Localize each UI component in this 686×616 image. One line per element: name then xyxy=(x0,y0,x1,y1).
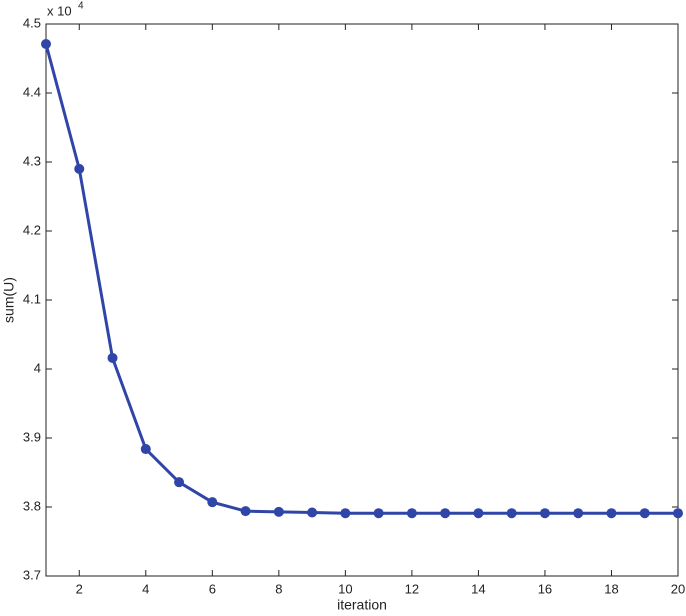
x-tick-label: 2 xyxy=(76,581,83,596)
x-axis-label: iteration xyxy=(337,597,387,613)
multiplier-exponent: 4 xyxy=(78,1,84,12)
x-tick-label: 6 xyxy=(209,581,216,596)
point xyxy=(473,508,484,519)
multiplier: x 10 xyxy=(47,3,72,18)
point xyxy=(406,508,417,519)
y-tick-label: 4.4 xyxy=(23,84,41,99)
plot-frame xyxy=(45,23,679,577)
point xyxy=(606,508,617,519)
point xyxy=(240,506,251,517)
x-tick-label: 18 xyxy=(604,581,618,596)
y-tick-label: 4.1 xyxy=(23,291,41,306)
point xyxy=(673,508,683,519)
y-tick-label: 3.9 xyxy=(23,429,41,444)
point xyxy=(573,508,584,519)
point xyxy=(107,352,118,363)
y-tick-label: 4 xyxy=(34,360,41,375)
y-axis-label: sum(U) xyxy=(1,277,17,323)
y-tick-label: 4.2 xyxy=(23,222,41,237)
point xyxy=(140,444,151,455)
point xyxy=(74,163,85,174)
point xyxy=(174,477,185,488)
point xyxy=(41,39,51,50)
line xyxy=(44,43,678,515)
point xyxy=(506,508,517,519)
x-tick-label: 16 xyxy=(538,581,552,596)
x-tick-label: 14 xyxy=(471,581,485,596)
x-tick-label: 8 xyxy=(275,581,282,596)
point xyxy=(373,508,384,519)
point xyxy=(340,508,351,519)
point xyxy=(440,508,451,519)
point xyxy=(639,508,650,519)
y-tick-label: 3.7 xyxy=(23,567,41,582)
point xyxy=(273,506,284,517)
x-tick-label: 4 xyxy=(142,581,149,596)
point xyxy=(307,507,318,518)
y-tick-label: 4.3 xyxy=(23,153,41,168)
x-tick-label: 12 xyxy=(405,581,419,596)
point xyxy=(207,497,218,508)
x-tick-label: 20 xyxy=(671,581,685,596)
x-tick-label: 10 xyxy=(338,581,352,596)
y-tick-label: 4.5 xyxy=(23,15,41,30)
point xyxy=(539,508,550,519)
y-tick-label: 3.8 xyxy=(23,498,41,513)
